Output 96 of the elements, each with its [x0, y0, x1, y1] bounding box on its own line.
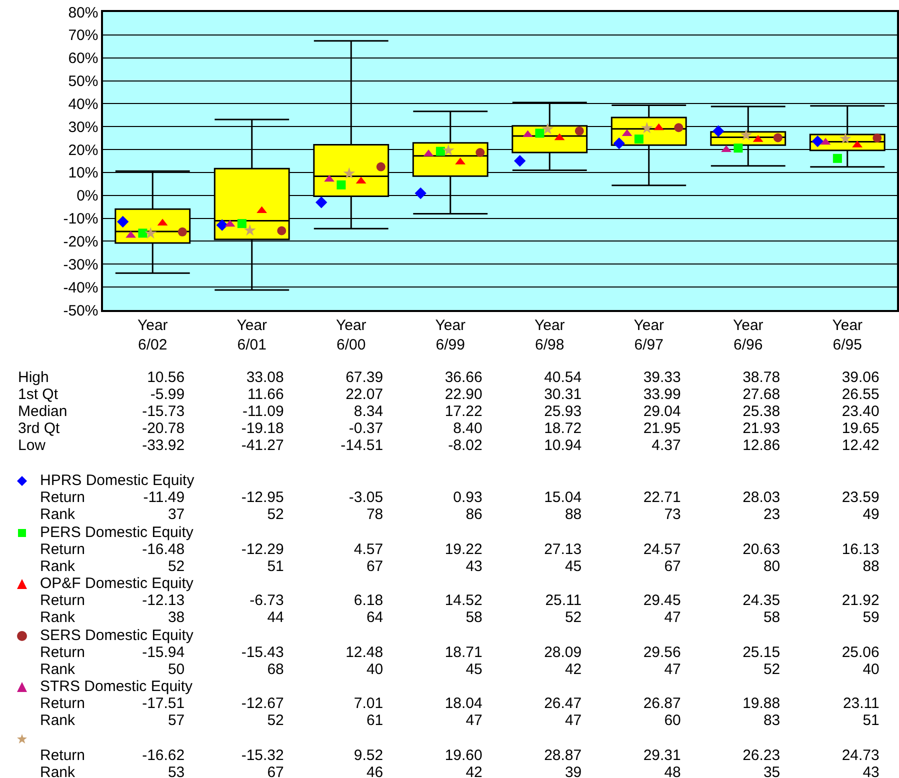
- data-label: -11.49: [142, 489, 185, 506]
- x-tick-label: Year 6/97: [634, 316, 664, 354]
- data-label: 4.57: [352, 540, 384, 558]
- text: -5.99 11.66 22.07 22.90 30.31 33.99 27.68 26.55: [150, 386, 880, 403]
- text: Return: [40, 489, 86, 506]
- data-label: -15.94: [141, 644, 185, 660]
- x-tick-label: Year 6/96: [732, 316, 764, 354]
- data-label: 28.03: [742, 489, 780, 506]
- data-label: 29.45: [642, 592, 681, 609]
- x-tick-label: Year 6/95: [832, 316, 863, 354]
- data-label: -12.29: [240, 540, 284, 558]
- data-label: 21.92: [840, 592, 880, 609]
- data-label: 0.93: [452, 489, 482, 506]
- data-label: 6.18: [352, 592, 384, 609]
- y-tick-label: -20%: [63, 233, 98, 250]
- text: Rank: [40, 609, 76, 626]
- y-tick-label: -30%: [63, 256, 98, 274]
- data-label: 15.04: [543, 489, 582, 506]
- data-label: -16.48: [141, 540, 185, 558]
- data-label: 25.15: [742, 644, 780, 660]
- y-tick-label: -10%: [63, 210, 98, 228]
- data-label: 25.11: [544, 592, 582, 609]
- text: Low: [18, 437, 46, 454]
- data-label: 16.13: [840, 540, 880, 558]
- legend-label: OP&F Domestic Equity: [40, 575, 194, 592]
- data-label: -17.51: [141, 695, 185, 712]
- text: Rank: [40, 764, 76, 778]
- text: -33.92 -41.27 -14.51 -8.02 10.94 4.37 12.86 12.42: [142, 437, 880, 454]
- y-tick-label: 30%: [68, 118, 98, 136]
- legend-label: PERS Domestic Equity: [40, 524, 194, 540]
- text: Return: [40, 592, 86, 609]
- data-label: 18.04: [444, 695, 482, 712]
- text: -16.62 -15.32 9.52 19.60 28.87 29.31 26.23 24.73: [142, 746, 880, 764]
- data-label: 14.52: [444, 592, 482, 609]
- text: 53 67 46 42 39 48 35 43: [168, 764, 880, 778]
- data-label: 23.11: [842, 695, 880, 712]
- y-tick-label: 50%: [68, 73, 98, 90]
- y-tick-label: 0%: [76, 188, 98, 205]
- text: Return: [40, 540, 86, 558]
- text: 50 68 40 45 42 47 52 40: [168, 660, 880, 678]
- data-label: 18.71: [444, 644, 482, 660]
- text: 1st Qt: [18, 386, 58, 403]
- y-tick-label: 80%: [68, 4, 98, 22]
- text: 3rd Qt: [18, 420, 60, 437]
- legend-label: STRS Domestic Equity: [40, 678, 193, 695]
- y-tick-label: -40%: [63, 279, 98, 296]
- text: 37 52 78 86 88 73 23 49: [168, 506, 880, 523]
- data-label: 23.59: [840, 489, 880, 506]
- y-tick-label: -50%: [63, 302, 98, 320]
- data-label: -12.67: [240, 695, 284, 712]
- text: -15.73 -11.09 8.34 17.22 25.93 29.04 25.38 23.40: [142, 403, 880, 420]
- text: High: [18, 369, 49, 386]
- text: 57 52 61 47 47 60 83 51: [168, 712, 880, 729]
- y-tick-label: 20%: [68, 142, 98, 159]
- data-label: 26.87: [642, 695, 681, 712]
- y-tick-label: 60%: [68, 50, 98, 68]
- text: Return: [40, 695, 86, 712]
- text: Rank: [40, 712, 76, 729]
- data-label: 19.22: [444, 540, 482, 558]
- y-tick-label: 10%: [68, 164, 98, 182]
- x-tick-label: Year 6/99: [435, 316, 466, 354]
- data-label: 25.06: [840, 644, 880, 660]
- text: Rank: [40, 558, 76, 574]
- data-label: 26.47: [543, 695, 582, 712]
- x-tick-label: Year 6/01: [236, 316, 268, 354]
- y-tick-label: 70%: [68, 27, 98, 44]
- data-label: 20.63: [742, 540, 780, 558]
- text: Rank: [40, 506, 76, 523]
- legend-label: SERS Domestic Equity: [40, 626, 194, 644]
- data-label: 28.09: [543, 644, 582, 660]
- text: Return: [40, 746, 86, 764]
- x-tick-label: Year 6/00: [336, 316, 366, 354]
- text: Return: [40, 644, 86, 660]
- data-label: -12.13: [141, 592, 185, 609]
- x-tick-label: Year 6/02: [137, 316, 168, 354]
- data-label: -6.73: [248, 592, 284, 609]
- text: 10.56 33.08 67.39 36.66 40.54 39.33 38.78 39.06: [147, 369, 880, 386]
- data-label: -12.95: [240, 489, 284, 506]
- text: 52 51 67 43 45 67 80 88: [168, 558, 880, 574]
- data-label: -15.43: [240, 644, 284, 660]
- text: Rank: [40, 660, 76, 678]
- data-label: 22.71: [642, 489, 681, 506]
- legend-label: HPRS Domestic Equity: [40, 472, 194, 489]
- data-label: -3.05: [348, 489, 384, 506]
- data-label: 29.56: [642, 644, 681, 660]
- x-tick-label: Year 6/98: [534, 316, 565, 354]
- data-label: 7.01: [352, 695, 384, 712]
- data-label: 24.57: [642, 540, 681, 558]
- data-label: 24.35: [742, 592, 780, 609]
- text: Median: [18, 403, 68, 420]
- y-tick-label: 40%: [68, 96, 98, 113]
- text: 38 44 64 58 52 47 58 59: [168, 609, 880, 626]
- data-label: 19.88: [742, 695, 780, 712]
- text: -20.78 -19.18 -0.37 8.40 18.72 21.95 21.93 19.65: [142, 420, 880, 437]
- data-label: 12.48: [344, 644, 384, 660]
- data-label: 27.13: [543, 540, 582, 558]
